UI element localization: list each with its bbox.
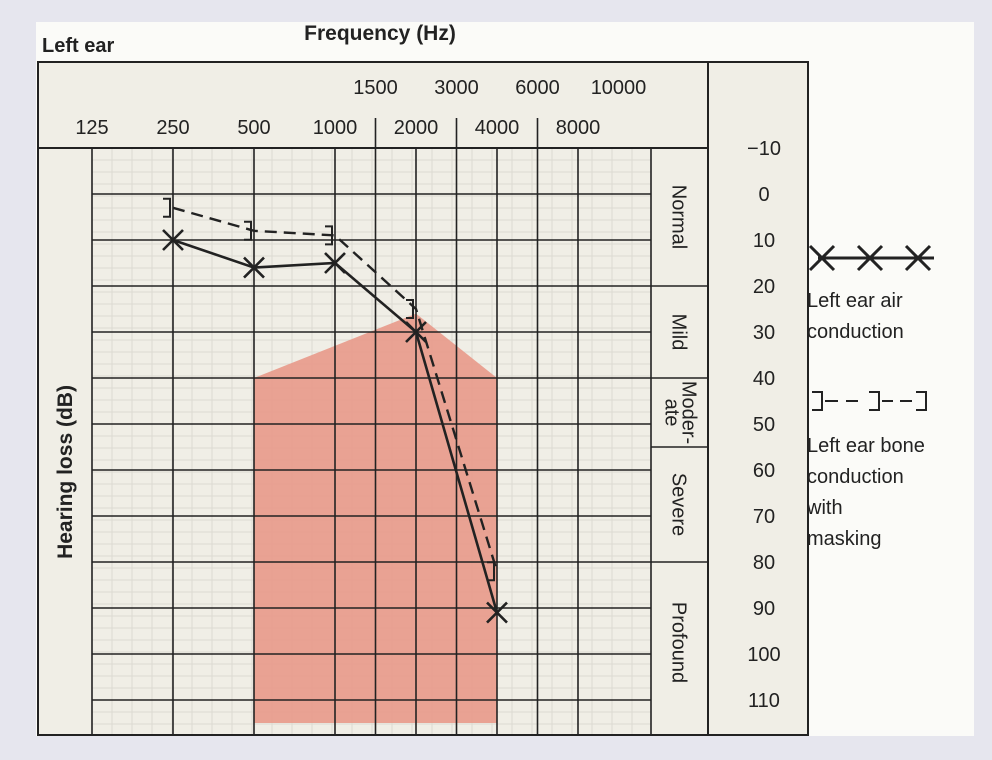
y-tick-label: 10 [753,230,775,252]
legend-air-label-1: Left ear air [807,290,903,312]
y-tick-label: 110 [748,690,780,712]
y-tick-label: 40 [753,368,775,390]
bone-conduction-line [172,206,499,572]
y-tick-label: 100 [747,644,780,666]
legend-bone-label-4: masking [807,528,881,550]
x-tick-labels: 125 250 500 1000 2000 4000 8000 1500 3000 6000 100… [75,77,646,139]
y-tick-label: 0 [758,184,769,206]
category-band-labels: Normal Mild Moder-ate Severe Profound [661,185,700,683]
air-conduction-point [486,601,508,624]
grid-lines [37,61,809,736]
y-axis-label: Hearing loss (dB) [54,385,77,559]
x-tick-label: 500 [237,117,270,139]
series-area [162,197,508,624]
air-conduction-point [162,229,184,251]
audiogram-card: Frequency (Hz) Left ear Hearing loss (dB… [36,22,974,736]
legend-bone-label-2: conduction [807,466,904,488]
y-tick-label: 20 [753,276,775,298]
chart-title: Frequency (Hz) [304,22,456,45]
y-tick-label: 80 [753,552,775,574]
y-tick-label: −10 [747,138,781,160]
band-label-line: Moder- [678,381,700,444]
band-label: Profound [668,602,690,683]
bone-conduction-point [244,220,252,241]
y-tick-labels: −10 0 10 20 30 40 50 60 70 80 90 100 110 [747,138,781,712]
bone-conduction-point [163,197,171,218]
bone-conduction-point [487,561,495,582]
x-tick-label-interoctave: 1500 [353,77,398,99]
plot-frame [37,61,809,736]
chart-subtitle: Left ear [42,35,114,57]
band-label: Mild [668,314,690,351]
band-label: Severe [668,473,690,536]
band-label-line: ate [661,399,683,427]
x-tick-label-interoctave: 3000 [434,77,479,99]
air-conduction-point [405,321,427,343]
x-tick-label: 250 [156,117,189,139]
y-tick-label: 30 [753,322,775,344]
bone-conduction-point [406,299,414,319]
legend-bone-label-3: with [806,497,843,519]
air-conduction-point [243,256,265,279]
x-tick-label: 2000 [394,117,439,139]
y-tick-label: 60 [753,460,775,482]
x-tick-label: 125 [75,117,108,139]
audiogram-chart: Frequency (Hz) Left ear Hearing loss (dB… [37,22,934,736]
legend-air-symbol [808,244,934,272]
x-tick-label-interoctave: 6000 [515,77,560,99]
legend: Left ear air conduction Left ear bone co… [806,244,934,550]
x-tick-label: 1000 [313,117,358,139]
air-conduction-point [324,252,346,274]
y-tick-label: 90 [753,598,775,620]
band-label: Moder-ate [661,381,700,444]
x-tick-label: 8000 [556,117,601,139]
band-label: Normal [668,185,690,249]
y-tick-label: 70 [753,506,775,528]
y-tick-label: 50 [753,414,775,436]
legend-bone-label-1: Left ear bone [807,435,925,457]
x-tick-label: 4000 [475,117,520,139]
x-tick-label-interoctave: 10000 [591,77,647,99]
bone-conduction-point [325,225,333,246]
legend-air-label-2: conduction [807,321,904,343]
legend-bone-symbol [812,391,927,411]
